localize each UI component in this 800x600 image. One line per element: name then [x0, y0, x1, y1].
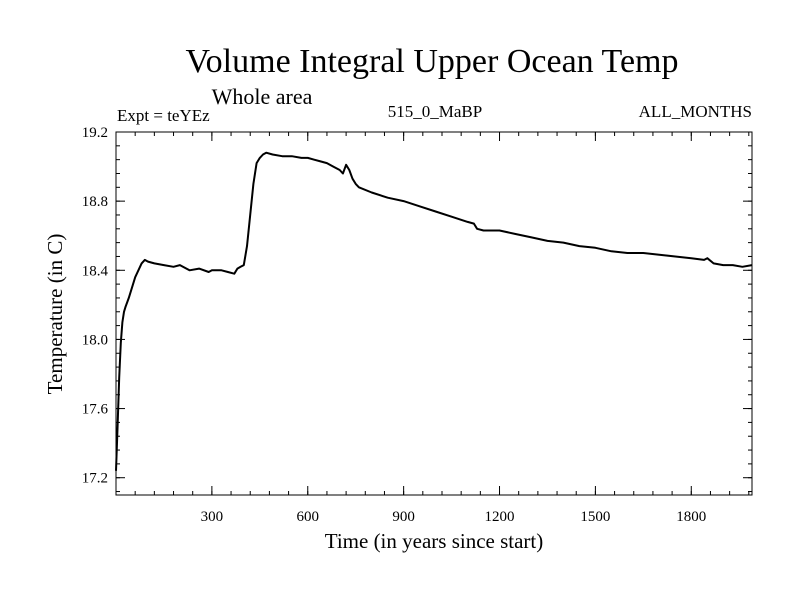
period-label: 515_0_MaBP: [388, 102, 482, 121]
y-tick-label: 18.4: [82, 263, 109, 279]
series-line: [115, 151, 753, 471]
x-tick-label: 1500: [580, 509, 610, 525]
chart-ticks: 300 600 900 1200 1500 1800 17.2 17.6 18.0 18.4 18.…: [82, 125, 752, 525]
experiment-label: Expt = teYEz: [117, 106, 210, 125]
y-tick-label: 18.0: [82, 332, 108, 348]
x-tick-label: 1800: [676, 509, 706, 525]
chart-subtitle: Whole area: [212, 84, 313, 109]
x-tick-label: 900: [392, 509, 415, 525]
y-axis-label: Temperature (in C): [43, 234, 67, 395]
plot-frame: [115, 131, 753, 496]
chart-title: Volume Integral Upper Ocean Temp: [186, 43, 679, 80]
y-tick-label: 19.2: [82, 125, 108, 141]
y-tick-label: 17.6: [82, 402, 109, 418]
months-label: ALL_MONTHS: [639, 102, 752, 121]
y-tick-label: 17.2: [82, 471, 108, 487]
x-tick-label: 1200: [485, 509, 515, 525]
x-axis-label: Time (in years since start): [325, 529, 544, 553]
y-tick-label: 18.8: [82, 194, 108, 210]
x-tick-label: 600: [297, 509, 320, 525]
x-tick-label: 300: [201, 509, 224, 525]
chart-plot-area: [115, 151, 753, 471]
